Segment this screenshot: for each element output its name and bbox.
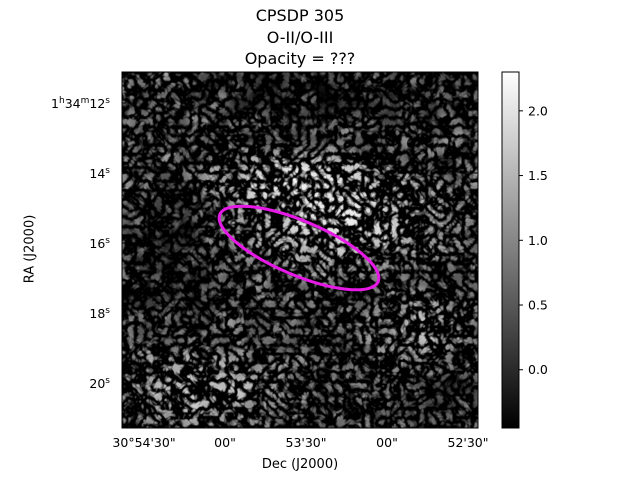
x-axis-label: Dec (J2000) xyxy=(261,457,339,472)
y-tick-label-2: 14s xyxy=(89,166,110,181)
plot-title-line-1: CPSDP 305 xyxy=(255,6,345,25)
image-frame xyxy=(121,71,479,429)
colorbar-ticks: 2.0 1.5 1.0 0.5 0.0 xyxy=(519,103,548,377)
colorbar-tick-label: 1.0 xyxy=(528,233,548,248)
plot-title-line-2: O-II/O-III xyxy=(266,28,334,47)
colorbar-tick-label: 1.5 xyxy=(528,168,548,183)
x-tick-label-3: 53'30" xyxy=(286,435,327,450)
colorbar xyxy=(501,71,520,429)
x-tick-label-5: 52'30" xyxy=(448,435,489,450)
colorbar-tick-label: 0.0 xyxy=(528,362,548,377)
x-tick-label-1: 30°54'30" xyxy=(112,435,175,450)
x-tick-label-2: 00" xyxy=(214,435,236,450)
y-axis-label: RA (J2000) xyxy=(22,214,38,284)
image-ticks xyxy=(122,72,478,428)
region-ellipse xyxy=(217,204,381,292)
y-tick-label-3: 16s xyxy=(89,236,110,251)
plot-title-line-3: Opacity = ??? xyxy=(244,49,356,68)
grayscale-image xyxy=(122,72,478,428)
y-tick-label-5: 20s xyxy=(89,376,110,391)
colorbar-tick-label: 2.0 xyxy=(528,103,548,118)
y-tick-label-1: 1h34m12s xyxy=(51,96,110,111)
colorbar-tick-label: 0.5 xyxy=(528,298,548,313)
x-tick-label-4: 00" xyxy=(376,435,398,450)
y-tick-label-4: 18s xyxy=(89,306,110,321)
